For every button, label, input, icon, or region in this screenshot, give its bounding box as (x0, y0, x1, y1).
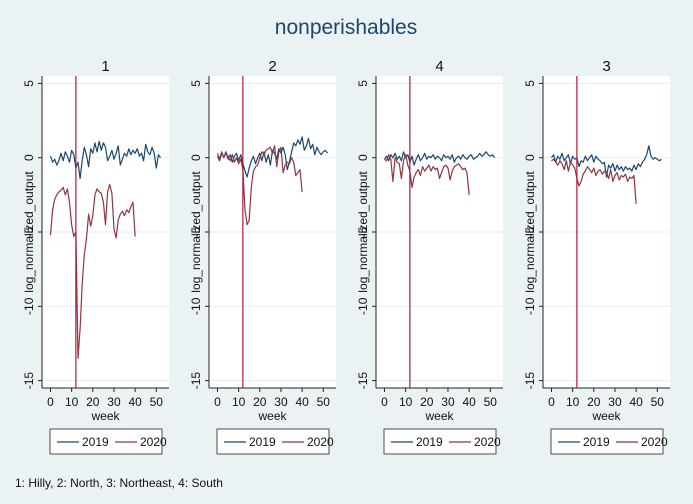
y-tick-label: -15 (22, 372, 36, 390)
y-axis-title: log_normalized_output (523, 171, 537, 293)
y-tick-label: -15 (189, 372, 203, 390)
panel-title: 2 (268, 58, 276, 75)
legend-label-2020: 2020 (307, 435, 334, 449)
panels: 150-5-10-150 10 20 30 40 50weeklog_normalized… (22, 58, 670, 455)
y-tick-label: 5 (22, 80, 36, 87)
x-tick-label: 10 (232, 395, 246, 409)
y-tick-label: -5 (356, 226, 370, 237)
y-tick-label: 0 (22, 154, 36, 161)
legend: 2019 2020 (216, 428, 334, 455)
x-tick-label: 0 (47, 395, 54, 409)
x-tick-label: 10 (399, 395, 413, 409)
x-axis-title: week (90, 409, 120, 423)
y-tick-label: -10 (22, 297, 36, 315)
x-tick-label: 30 (608, 395, 622, 409)
legend-label-2020: 2020 (140, 435, 167, 449)
panel-1: 150-5-10-150 10 20 30 40 50weeklog_normalized… (22, 58, 169, 455)
x-tick-label: 40 (128, 395, 142, 409)
x-tick-label: 10 (65, 395, 79, 409)
y-tick-label: 0 (189, 154, 203, 161)
x-tick-label: 0 (214, 395, 221, 409)
series-2020-line (551, 158, 637, 204)
y-tick-label: -10 (189, 297, 203, 315)
y-tick-label: -10 (356, 297, 370, 315)
x-tick-label: 20 (587, 395, 601, 409)
x-tick-label: 50 (484, 395, 498, 409)
series-2019-line (551, 145, 662, 178)
legend: 2019 2020 (49, 428, 167, 455)
x-axis-title: week (424, 409, 454, 423)
x-tick-label: 0 (548, 395, 555, 409)
y-axis-title: log_normalized_output (189, 171, 203, 293)
x-tick-label: 10 (566, 395, 580, 409)
x-tick-label: 40 (295, 395, 309, 409)
panel-4: 450-5-10-150 10 20 30 40 50weeklog_normalized… (356, 58, 503, 455)
y-tick-label: -5 (189, 226, 203, 237)
x-tick-label: 50 (150, 395, 164, 409)
y-tick-label: 5 (356, 80, 370, 87)
x-tick-label: 0 (381, 395, 388, 409)
series-2020-line (49, 183, 136, 359)
panel-2: 250-5-10-150 10 20 30 40 50weeklog_normalized… (189, 58, 336, 455)
x-tick-label: 30 (274, 395, 288, 409)
series-2019-line (216, 136, 328, 178)
panel-title: 1 (101, 58, 109, 75)
y-tick-label: 5 (189, 80, 203, 87)
x-tick-label: 40 (462, 395, 476, 409)
y-axis-title: log_normalized_output (356, 171, 370, 293)
x-tick-label: 20 (253, 395, 267, 409)
x-tick-label: 20 (86, 395, 100, 409)
legend-label-2019: 2019 (583, 435, 610, 449)
x-tick-label: 30 (441, 395, 455, 409)
y-tick-label: 0 (523, 154, 537, 161)
x-tick-label: 20 (420, 395, 434, 409)
legend-label-2019: 2019 (82, 435, 109, 449)
x-tick-label: 50 (651, 395, 665, 409)
x-tick-label: 40 (629, 395, 643, 409)
legend-label-2020: 2020 (474, 435, 501, 449)
y-tick-label: -15 (523, 372, 537, 390)
panel-title: 3 (602, 58, 610, 75)
y-tick-label: -5 (523, 226, 537, 237)
y-tick-label: -5 (22, 226, 36, 237)
figure-note: 1: Hilly, 2: North, 3: Northeast, 4: Sou… (15, 476, 223, 490)
legend-label-2019: 2019 (416, 435, 443, 449)
y-tick-label: 5 (523, 80, 537, 87)
legend: 2019 2020 (383, 428, 501, 455)
y-tick-label: -10 (523, 297, 537, 315)
y-tick-label: -15 (356, 372, 370, 390)
chart-title: nonperishables (275, 16, 417, 39)
series-2019-line (49, 140, 161, 180)
x-axis-title: week (257, 409, 287, 423)
y-tick-label: 0 (356, 154, 370, 161)
legend-label-2020: 2020 (641, 435, 668, 449)
x-tick-label: 30 (107, 395, 121, 409)
y-axis-title: log_normalized_output (22, 171, 36, 293)
x-tick-label: 50 (317, 395, 331, 409)
panel-title: 4 (435, 58, 443, 75)
series-2019-line (384, 151, 495, 166)
x-axis-title: week (591, 409, 621, 423)
panel-3: 350-5-10-150 10 20 30 40 50weeklog_normalized… (523, 58, 670, 455)
legend-label-2019: 2019 (249, 435, 276, 449)
series-2020-line (384, 154, 470, 195)
series-2020-line (216, 145, 303, 226)
legend: 2019 2020 (550, 428, 668, 455)
